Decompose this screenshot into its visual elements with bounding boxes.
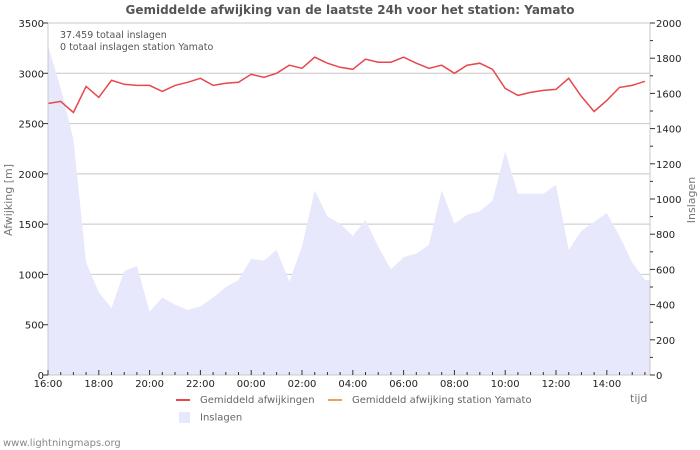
legend-strikes: Inslagen: [179, 412, 242, 424]
x-tick-label: 02:00: [288, 379, 317, 390]
x-tick-label: 10:00: [491, 379, 520, 390]
y2-tick-label: 200: [656, 336, 675, 347]
y2-tick-label: 1200: [656, 160, 681, 171]
y-tick-label: 2500: [19, 120, 44, 131]
annotation-total-strikes: 37.459 totaal inslagen: [60, 30, 167, 41]
legend-avg-dev-label: Gemiddeld afwijkingen: [200, 395, 315, 406]
legend-station-dev-label: Gemiddeld afwijking station Yamato: [352, 395, 532, 406]
y-axis-label: Afwijking [m]: [2, 164, 15, 236]
legend-strikes-label: Inslagen: [200, 412, 243, 424]
y-tick-label: 1000: [19, 270, 44, 281]
x-tick-label: 04:00: [338, 379, 367, 390]
legend-avg-dev-swatch: [176, 399, 190, 401]
y2-tick-label: 1400: [656, 125, 681, 136]
x-tick-label: 06:00: [389, 379, 418, 390]
legend-strikes-swatch: [179, 412, 190, 423]
x-tick-label: 20:00: [135, 379, 164, 390]
strikes-area: [48, 45, 650, 376]
y2-tick-label: 600: [656, 265, 675, 276]
avg-deviation-line: [47, 56, 646, 114]
legend-station-dev: Gemiddeld afwijking station Yamato: [328, 395, 532, 406]
annotation-station-strikes: 0 totaal inslagen station Yamato: [60, 42, 213, 53]
x-tick-label: 00:00: [237, 379, 266, 390]
y2-tick-label: 2000: [656, 19, 681, 30]
y2-axis-label: Inslagen: [685, 177, 698, 223]
x-tick-label: 08:00: [440, 379, 469, 390]
x-tick-label: 12:00: [542, 379, 571, 390]
strikes-area-path: [48, 45, 650, 376]
x-tick-label: 22:00: [186, 379, 215, 390]
y2-tick-label: 1800: [656, 54, 681, 65]
y2-tick-label: 800: [656, 230, 675, 241]
y-tick-label: 3500: [19, 19, 44, 30]
y2-tick-label: 1000: [656, 195, 681, 206]
x-axis-label: tijd: [630, 392, 647, 405]
y-tick-label: 2000: [19, 170, 44, 181]
y2-tick-label: 400: [656, 301, 675, 312]
footer-credit: www.lightningmaps.org: [3, 438, 121, 449]
x-tick-label: 16:00: [34, 379, 63, 390]
x-tick-label: 14:00: [592, 379, 621, 390]
y-tick-label: 3000: [19, 69, 44, 80]
legend-station-dev-swatch: [328, 399, 342, 401]
x-tick-label: 18:00: [84, 379, 113, 390]
legend-avg-dev: Gemiddeld afwijkingen: [176, 395, 315, 406]
avg-deviation-polyline: [47, 56, 646, 114]
y-tick-label: 500: [25, 321, 44, 332]
y2-tick-label: 0: [656, 371, 662, 382]
y2-tick-label: 1600: [656, 89, 681, 100]
axes: 0 500 1000 1500 2000 2500 3000 3500 0 200 400 600 80…: [19, 19, 682, 390]
chart-title: Gemiddelde afwijking van de laatste 24h …: [125, 3, 575, 17]
y-tick-label: 1500: [19, 220, 44, 231]
y-tick-label: 0: [38, 371, 44, 382]
